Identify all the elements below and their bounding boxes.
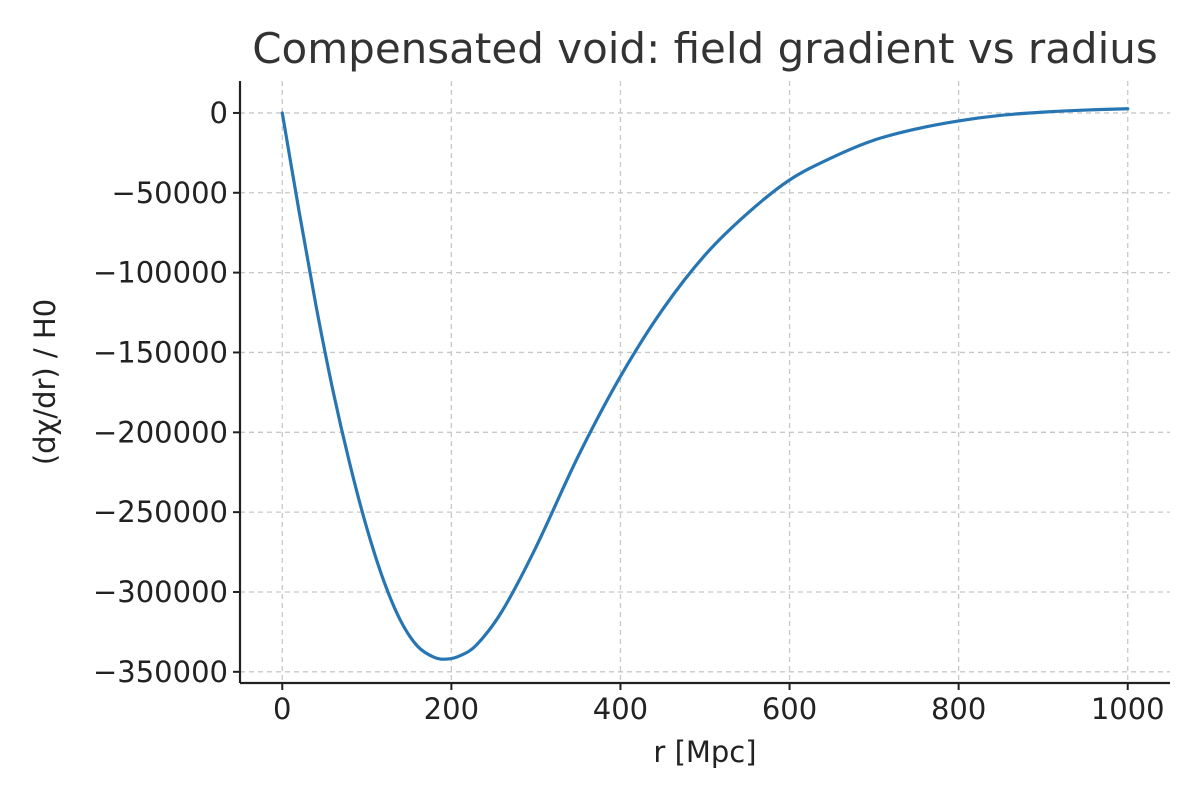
tick-layer: 0 200 400 600 800 1000 0 −50000 −100000 −150000 −2… [93, 96, 1165, 726]
y-tick-label: −250000 [93, 495, 228, 529]
x-axis-label: r [Mpc] [653, 735, 756, 769]
y-tick-label: −50000 [111, 176, 228, 210]
y-axis-label: (dχ/dr) / H0 [28, 299, 62, 465]
x-tick-label: 800 [931, 692, 986, 726]
series-layer [280, 107, 1130, 661]
x-tick-label: 400 [593, 692, 648, 726]
x-tick-label: 200 [424, 692, 479, 726]
chart-title: Compensated void: field gradient vs radi… [252, 24, 1158, 73]
x-tick-label: 0 [273, 692, 291, 726]
y-tick-label: −350000 [93, 655, 228, 689]
series-line [280, 107, 1130, 661]
y-tick-label: −300000 [93, 575, 228, 609]
x-tick-label: 600 [762, 692, 817, 726]
y-tick-label: 0 [210, 96, 228, 130]
grid-layer [240, 81, 1170, 683]
axes-layer [238, 81, 1170, 685]
y-tick-label: −150000 [93, 335, 228, 369]
y-tick-label: −100000 [93, 256, 228, 290]
y-tick-label: −200000 [93, 415, 228, 449]
x-tick-label: 1000 [1091, 692, 1165, 726]
